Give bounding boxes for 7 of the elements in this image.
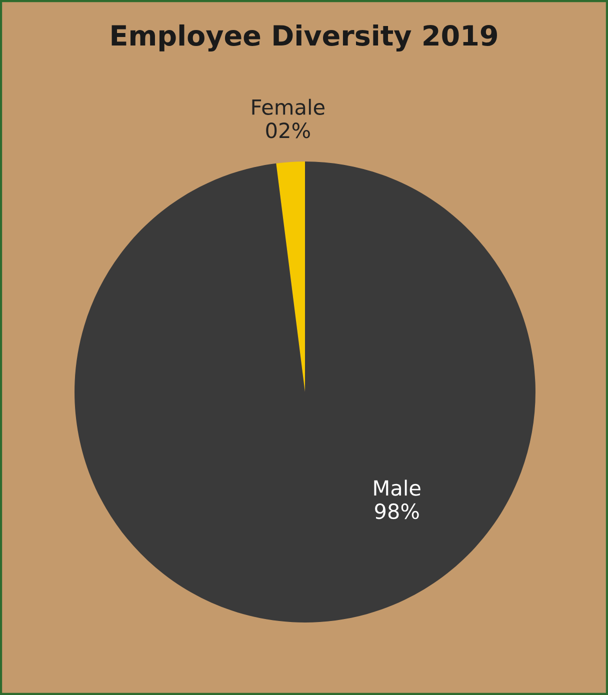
chart-title: Employee Diversity 2019 xyxy=(112,24,497,52)
pie-slice xyxy=(276,162,305,392)
slice-label: Female xyxy=(252,98,324,115)
slice-label: Male xyxy=(374,480,420,496)
data-label: 02% xyxy=(266,122,310,138)
pie-slice xyxy=(74,162,536,622)
data-label: 98% xyxy=(375,503,419,520)
